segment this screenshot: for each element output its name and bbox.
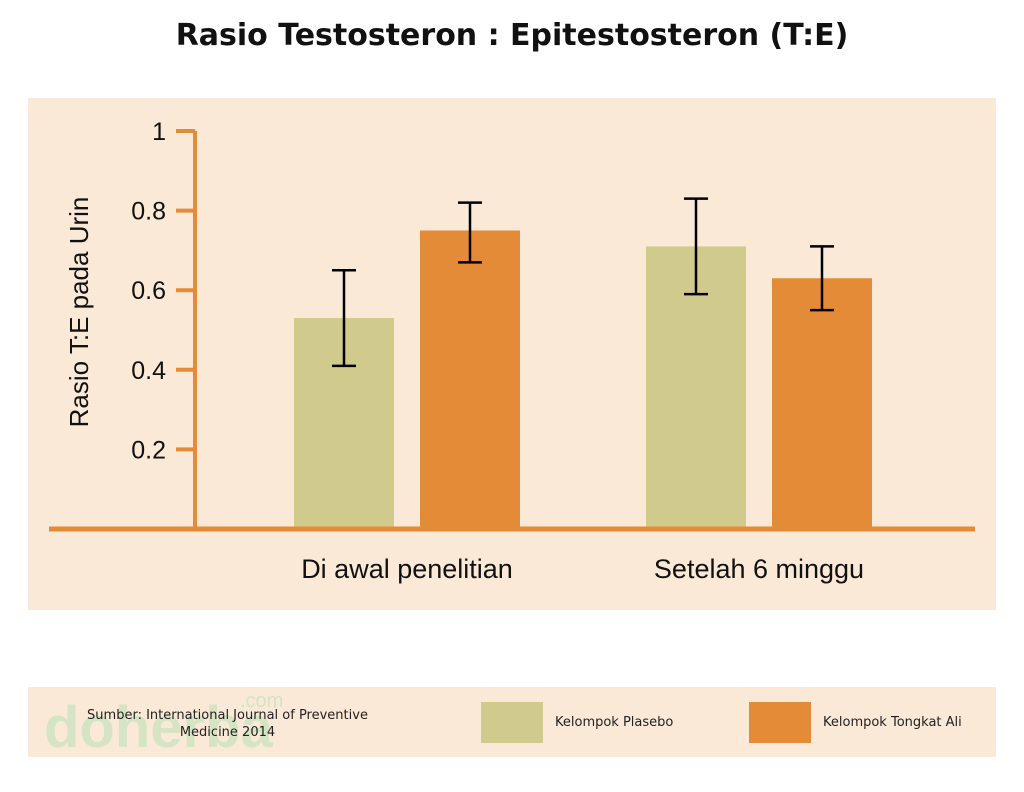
legend-label-tongkat-ali: Kelompok Tongkat Ali: [823, 715, 962, 730]
y-axis-label: Rasio T:E pada Urin: [64, 197, 94, 428]
legend-swatch-tongkat-ali: [749, 702, 811, 743]
legend-swatch-plasebo: [481, 702, 543, 743]
x-labels-layer: Di awal penelitian Setelah 6 minggu: [301, 554, 864, 584]
bar-tongkat-ali-1: [772, 278, 872, 529]
bar-tongkat-ali-0: [420, 230, 520, 529]
y-ticks-layer: 1 0.8 0.6 0.4 0.2: [131, 118, 195, 464]
x-category-label: Setelah 6 minggu: [654, 554, 864, 584]
watermark-text: doherba: [44, 695, 274, 755]
source-citation: Sumber: International Journal of Prevent…: [87, 708, 368, 740]
chart-area: 1 0.8 0.6 0.4 0.2 Di awal penelitian Setelah …: [28, 98, 996, 610]
footer-panel: doherba .com Sumber: International Journ…: [28, 687, 996, 757]
watermark-suffix: .com: [240, 690, 283, 712]
error-bars-layer: [332, 197, 834, 368]
doherba-watermark-logo: doherba .com: [44, 690, 283, 755]
y-tick-label: 0.4: [131, 357, 166, 385]
bars-layer: [294, 230, 872, 530]
chart-title: Rasio Testosteron : Epitestosteron (T:E): [175, 18, 849, 53]
y-tick-label: 0.2: [131, 436, 166, 464]
legend-label-plasebo: Kelompok Plasebo: [555, 715, 674, 730]
y-tick-label: 1: [152, 118, 166, 146]
x-category-label: Di awal penelitian: [301, 554, 513, 584]
y-tick-label: 0.8: [131, 198, 166, 226]
y-tick-label: 0.6: [131, 277, 166, 305]
